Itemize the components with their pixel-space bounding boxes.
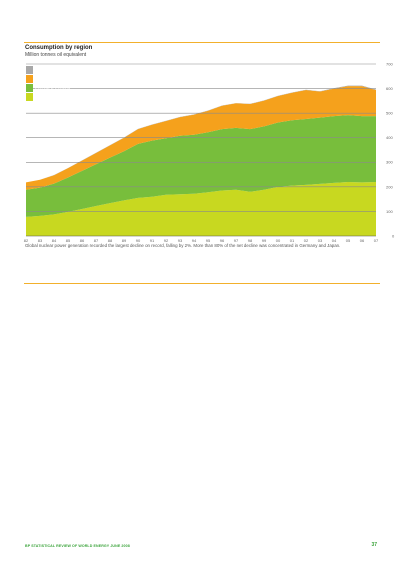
x-tick-label-99: 99 bbox=[262, 238, 267, 243]
x-tick-label-98: 98 bbox=[248, 238, 253, 243]
legend-label-north-america: North America bbox=[35, 94, 64, 100]
area-series-asia-pacific bbox=[26, 86, 376, 190]
publication-footer: BP STATISTICAL REVIEW OF WORLD ENERGY JU… bbox=[25, 544, 130, 548]
header-rule bbox=[24, 42, 380, 43]
chart-caption: Global nuclear power generation recorded… bbox=[25, 243, 341, 248]
x-tick-label-05: 05 bbox=[346, 238, 351, 243]
x-tick-label-91: 91 bbox=[150, 238, 155, 243]
y-tick-label-0: 0 bbox=[392, 233, 395, 238]
y-tick-label-400: 400 bbox=[386, 135, 393, 140]
x-tick-label-90: 90 bbox=[136, 238, 141, 243]
legend-swatch-asia-pacific bbox=[26, 75, 33, 83]
x-tick-label-89: 89 bbox=[122, 238, 127, 243]
y-tick-label-600: 600 bbox=[386, 86, 393, 91]
x-tick-label-97: 97 bbox=[234, 238, 239, 243]
x-tick-label-02: 02 bbox=[304, 238, 309, 243]
x-tick-label-01: 01 bbox=[290, 238, 295, 243]
x-tick-label-92: 92 bbox=[164, 238, 169, 243]
x-tick-label-94: 94 bbox=[192, 238, 197, 243]
x-tick-label-93: 93 bbox=[178, 238, 183, 243]
x-tick-label-82: 82 bbox=[24, 238, 29, 243]
legend-label-asia-pacific: Asia Pacific bbox=[35, 76, 59, 82]
legend-label-europe-eurasia: Europe & Eurasia bbox=[35, 85, 71, 91]
x-tick-label-06: 06 bbox=[360, 238, 365, 243]
legend-swatch-north-america bbox=[26, 93, 33, 101]
x-tick-label-86: 86 bbox=[80, 238, 85, 243]
page-number: 37 bbox=[371, 542, 377, 548]
x-tick-label-07: 07 bbox=[374, 238, 379, 243]
y-tick-label-100: 100 bbox=[386, 209, 393, 214]
chart-subtitle: Million tonnes oil equivalent bbox=[25, 52, 87, 58]
y-tick-label-300: 300 bbox=[386, 160, 393, 165]
x-tick-label-00: 00 bbox=[276, 238, 281, 243]
y-tick-label-700: 700 bbox=[386, 61, 393, 66]
x-tick-label-88: 88 bbox=[108, 238, 113, 243]
x-tick-label-95: 95 bbox=[206, 238, 211, 243]
x-tick-label-96: 96 bbox=[220, 238, 225, 243]
legend-swatch-rest-of-world bbox=[26, 66, 33, 74]
area-series-north-america bbox=[26, 181, 376, 236]
area-series-europe-eurasia bbox=[26, 115, 376, 217]
legend-swatch-europe-eurasia bbox=[26, 84, 33, 92]
y-tick-label-500: 500 bbox=[386, 111, 393, 116]
chart-title: Consumption by region bbox=[25, 45, 93, 51]
x-tick-label-84: 84 bbox=[52, 238, 57, 243]
legend-label-rest-of-world: Rest of World bbox=[35, 67, 63, 73]
section-rule bbox=[24, 283, 380, 284]
x-tick-label-04: 04 bbox=[332, 238, 337, 243]
y-tick-label-200: 200 bbox=[386, 184, 393, 189]
x-tick-label-85: 85 bbox=[66, 238, 71, 243]
x-tick-label-03: 03 bbox=[318, 238, 323, 243]
x-tick-label-87: 87 bbox=[94, 238, 99, 243]
x-tick-label-83: 83 bbox=[38, 238, 43, 243]
